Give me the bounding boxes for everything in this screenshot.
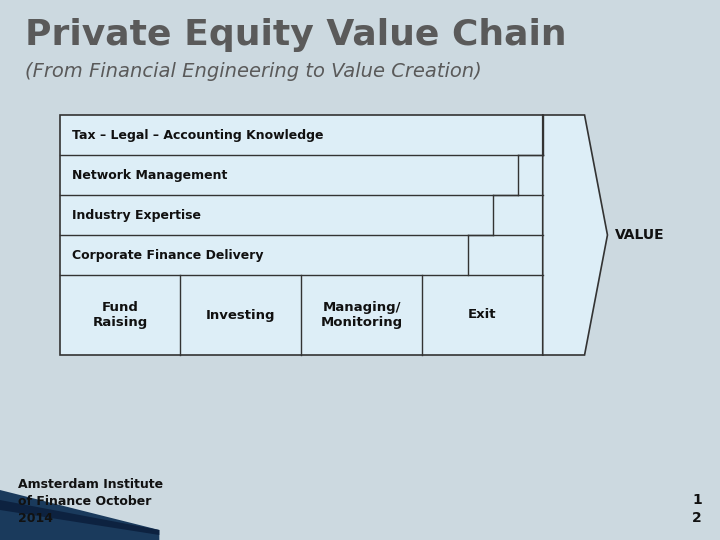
Text: (From Financial Engineering to Value Creation): (From Financial Engineering to Value Cre… [25,62,482,81]
Polygon shape [0,490,159,540]
Polygon shape [543,115,608,355]
Text: 1
2: 1 2 [693,492,702,525]
Text: VALUE: VALUE [616,228,665,242]
Text: Network Management: Network Management [72,168,227,181]
Polygon shape [0,500,159,535]
Text: Industry Expertise: Industry Expertise [72,208,201,221]
Text: Exit: Exit [468,308,497,321]
Text: Amsterdam Institute
of Finance October
2014: Amsterdam Institute of Finance October 2… [18,478,163,525]
Text: Fund
Raising: Fund Raising [92,301,148,329]
Text: Tax – Legal – Accounting Knowledge: Tax – Legal – Accounting Knowledge [72,129,323,141]
Text: Corporate Finance Delivery: Corporate Finance Delivery [72,248,264,261]
Text: Investing: Investing [206,308,276,321]
Text: Managing/
Monitoring: Managing/ Monitoring [320,301,402,329]
Text: Private Equity Value Chain: Private Equity Value Chain [25,18,567,52]
Polygon shape [60,115,543,355]
